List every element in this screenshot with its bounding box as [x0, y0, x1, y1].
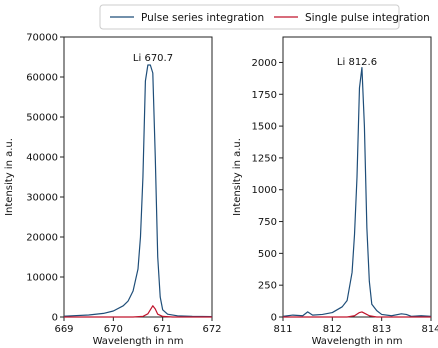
left-y-tick-label: 20000: [26, 233, 58, 244]
left-x-tick-label: 670: [104, 324, 123, 335]
right-y-tick-label: 250: [258, 281, 277, 292]
right-y-tick-label: 750: [258, 217, 277, 228]
left-y-axis-label: Intensity in a.u.: [4, 138, 15, 216]
right-x-tick-label: 813: [372, 324, 391, 335]
right-single-pulse-line: [283, 311, 431, 318]
right-y-tick-label: 0: [271, 313, 277, 324]
right-y-tick-label: 500: [258, 249, 277, 260]
right-y-tick-label: 1500: [252, 122, 277, 133]
right-panel: 0 250 500 750 1000 1250 1500 1750 2000 811 812 813…: [232, 36, 438, 347]
right-y-axis-label: Intensity in a.u.: [232, 138, 243, 216]
left-single-pulse-line: [64, 305, 212, 318]
legend-label-pulse-series: Pulse series integration: [141, 12, 264, 24]
left-pulse-series-line: [63, 64, 213, 318]
right-x-tick-label: 811: [273, 324, 292, 335]
left-x-axis-label: Wavelength in nm: [93, 336, 184, 347]
left-y-tick-label: 40000: [26, 153, 58, 164]
left-y-tick-label: 70000: [26, 33, 58, 44]
right-pulse-series-line: [282, 66, 432, 317]
right-y-tick-label: 1750: [252, 90, 277, 101]
right-plot-frame: [282, 36, 432, 318]
left-peak-annotation: Li 670.7: [133, 53, 173, 64]
right-x-axis-label: Wavelength in nm: [312, 336, 403, 347]
left-x-ticks: 669 670 671 672: [54, 317, 222, 335]
left-y-tick-label: 0: [52, 313, 58, 324]
left-y-tick-label: 50000: [26, 113, 58, 124]
right-x-ticks: 811 812 813 814: [273, 317, 438, 335]
right-y-tick-label: 2000: [252, 58, 277, 69]
left-x-tick-label: 672: [202, 324, 221, 335]
left-y-tick-label: 30000: [26, 193, 58, 204]
right-y-tick-label: 1000: [252, 185, 277, 196]
left-panel: 0 10000 20000 30000 40000 50000 60000 70000 669…: [4, 33, 222, 348]
right-y-ticks: 0 250 500 750 1000 1250 1500 1750 2000: [252, 58, 283, 324]
right-series: [282, 66, 432, 318]
right-x-tick-label: 812: [323, 324, 342, 335]
legend-label-single-pulse: Single pulse integration: [305, 12, 430, 24]
left-x-tick-label: 669: [54, 324, 73, 335]
left-x-tick-label: 671: [153, 324, 172, 335]
left-y-ticks: 0 10000 20000 30000 40000 50000 60000 70000: [26, 33, 64, 324]
left-y-tick-label: 60000: [26, 73, 58, 84]
right-y-tick-label: 1250: [252, 153, 277, 164]
legend: Pulse series integration Single pulse in…: [99, 4, 430, 30]
right-peak-annotation: Li 812.6: [337, 57, 377, 68]
left-plot-frame: [63, 36, 213, 318]
right-x-tick-label: 814: [421, 324, 438, 335]
left-y-tick-label: 10000: [26, 273, 58, 284]
left-series: [63, 64, 213, 318]
legend-box: [99, 4, 400, 30]
